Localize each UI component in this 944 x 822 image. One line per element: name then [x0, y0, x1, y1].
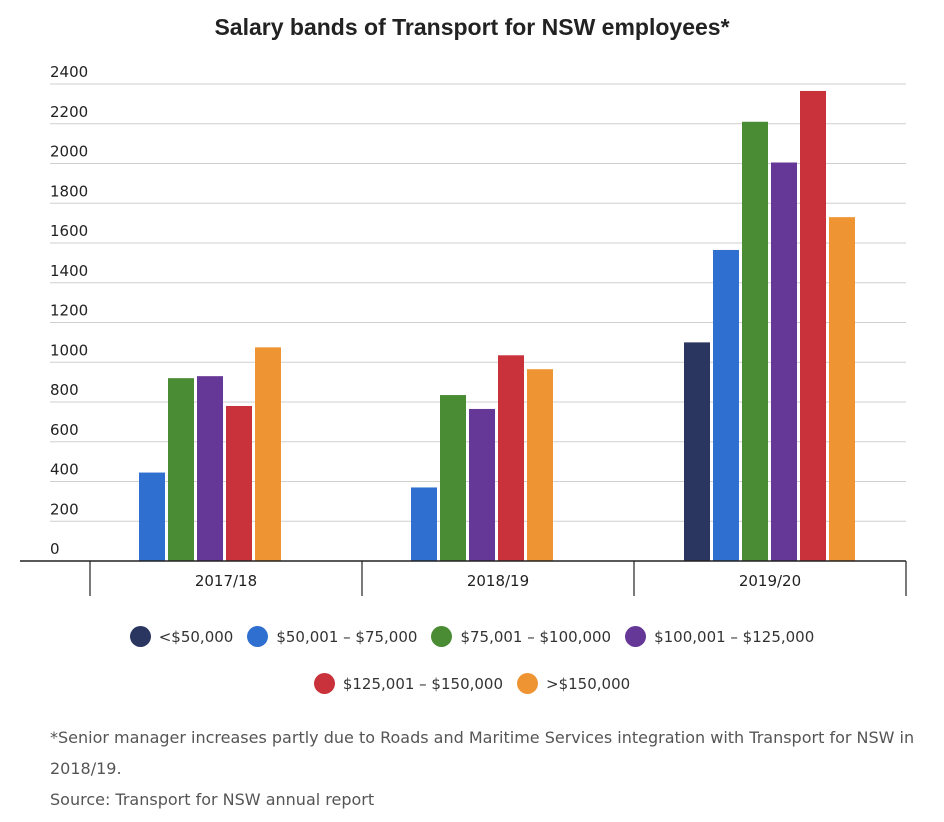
source-note: Source: Transport for NSW annual report: [50, 790, 375, 809]
legend-swatch: [247, 626, 269, 647]
legend-swatch: [517, 673, 539, 694]
y-tick-label: 2000: [50, 143, 88, 161]
legend-label: $75,001 – $100,000: [460, 627, 612, 646]
legend-swatch: [431, 626, 453, 647]
legend-swatch: [625, 626, 647, 647]
y-tick-label: 1400: [50, 262, 88, 280]
bar-2018/19-$100,001 – $125,000: [469, 408, 495, 561]
legend-label: $125,001 – $150,000: [342, 674, 504, 693]
y-tick-label: 800: [50, 381, 79, 399]
bar-2017/18->$150,000: [255, 347, 281, 561]
legend-row-1: <$50,000 $50,001 – $75,000 $75,001 – $100,…: [0, 626, 944, 647]
y-tick-label: 1600: [50, 222, 88, 240]
bar-2019/20->$150,000: [829, 217, 855, 561]
legend-item: $100,001 – $125,000: [625, 626, 814, 647]
legend-label: $100,001 – $125,000: [654, 627, 815, 646]
bar-2019/20-$125,001 – $150,000: [800, 90, 826, 562]
bar-2019/20-$50,001 – $75,000: [713, 249, 739, 562]
legend-item: $50,001 – $75,000: [247, 626, 417, 647]
x-category-label: 2017/18: [195, 572, 257, 590]
legend-item: $75,001 – $100,000: [431, 626, 611, 647]
footnote: *Senior manager increases partly due to …: [50, 728, 915, 778]
bar-2018/19-$50,001 – $75,000: [411, 487, 437, 561]
legend-item: >$150,000: [517, 673, 630, 694]
y-tick-label: 2400: [50, 63, 88, 81]
legend-row-2: $125,001 – $150,000 >$150,000: [0, 673, 944, 694]
bar-2019/20-$75,001 – $100,000: [742, 121, 768, 561]
y-axis-ticks: 0 200 400 600 800 1000 1200 1400 1600 1800 2000 220…: [50, 63, 88, 558]
y-tick-label: 1800: [50, 182, 88, 200]
legend-item: $125,001 – $150,000: [313, 673, 504, 694]
legend-swatch: [129, 626, 151, 647]
bar-2018/19-$75,001 – $100,000: [440, 395, 466, 561]
chart-title: Salary bands of Transport for NSW employ…: [214, 14, 730, 40]
legend-item: <$50,000: [129, 626, 234, 647]
bar-2017/18-$100,001 – $125,000: [197, 376, 223, 561]
legend-swatch: [313, 673, 335, 694]
y-tick-label: 400: [50, 461, 79, 479]
legend-label: $50,001 – $75,000: [276, 627, 418, 646]
legend-label: >$150,000: [546, 674, 631, 693]
x-axis: 2017/18 2018/19 2019/20: [20, 560, 907, 596]
x-category-label: 2018/19: [467, 572, 529, 590]
y-tick-label: 0: [50, 540, 60, 558]
bar-2017/18-$50,001 – $75,000: [139, 472, 165, 561]
bar-2019/20-<$50,000: [684, 342, 710, 561]
y-tick-label: 200: [50, 500, 79, 518]
bars: [139, 90, 855, 562]
y-tick-label: 1200: [50, 302, 88, 320]
bar-2018/19->$150,000: [527, 369, 553, 561]
legend-label: <$50,000: [158, 627, 234, 646]
bar-2017/18-$75,001 – $100,000: [168, 378, 194, 561]
x-category-label: 2019/20: [739, 572, 801, 590]
bar-2018/19-$125,001 – $150,000: [498, 355, 524, 561]
bar-chart: 0 200 400 600 800 1000 1200 1400 1600 1800 2000 220…: [20, 63, 907, 596]
bar-2019/20-$100,001 – $125,000: [771, 162, 797, 561]
y-tick-label: 600: [50, 421, 79, 439]
bar-2017/18-$125,001 – $150,000: [226, 405, 252, 561]
y-tick-label: 1000: [50, 341, 88, 359]
y-tick-label: 2200: [50, 103, 88, 121]
